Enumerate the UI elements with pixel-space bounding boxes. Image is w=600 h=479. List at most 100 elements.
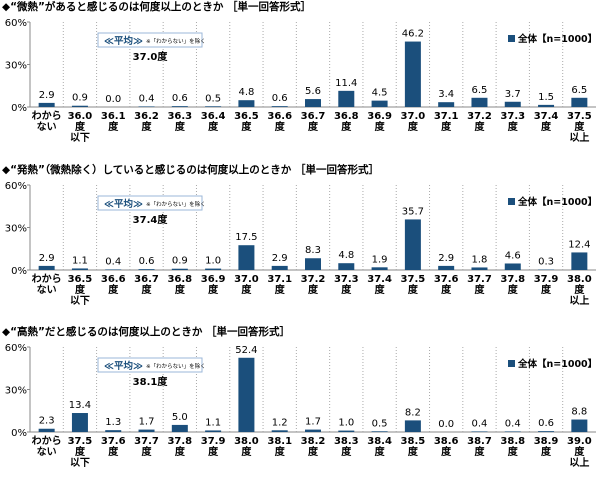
bar	[271, 265, 288, 270]
chart-title: ◆“高熱”だと感じるのは何度以上のときか ［単一回答形式］	[2, 325, 290, 338]
x-tick-label: 36.8 度	[334, 111, 359, 133]
chart-title: ◆“微熱”があると感じるのは何度以上のときか ［単一回答形式］	[2, 0, 311, 13]
value-label: 0.5	[372, 418, 388, 429]
value-label: 1.7	[305, 417, 321, 428]
bar	[71, 413, 88, 432]
value-label: 0.6	[272, 93, 288, 104]
bar	[271, 106, 288, 107]
x-tick-label: 39.0 度以上	[567, 436, 592, 469]
value-label: 1.1	[205, 417, 221, 428]
x-tick-label: 36.4 度	[201, 111, 226, 133]
x-tick-label: 37.6 度	[101, 436, 126, 458]
x-tick-label: わからない	[32, 273, 62, 296]
bar	[238, 245, 255, 270]
legend-label: 全体【n=1000】	[517, 358, 597, 370]
value-label: 0.4	[472, 418, 488, 429]
legend-swatch	[508, 360, 515, 367]
x-tick-label: 36.6 度	[267, 111, 292, 133]
annotation-note: ※「わからない」を除く	[146, 37, 206, 45]
annotation-heading: ≪平均≫	[104, 360, 143, 372]
legend-swatch	[508, 198, 515, 205]
y-tick-label: 0%	[11, 266, 27, 277]
y-tick-label: 0%	[11, 428, 27, 439]
value-label: 1.8	[472, 254, 488, 265]
x-tick-label: 37.9 度	[201, 436, 226, 458]
value-label: 4.8	[238, 87, 254, 98]
value-label: 35.7	[402, 206, 424, 217]
value-label: 3.7	[505, 89, 521, 100]
x-tick-label: 36.5 度以下	[68, 274, 93, 307]
x-tick-label: 36.3 度	[167, 111, 192, 133]
bar	[138, 106, 155, 107]
value-label: 4.8	[338, 250, 354, 261]
value-label: 8.3	[305, 245, 321, 256]
value-label: 4.6	[505, 250, 521, 261]
bar	[105, 269, 122, 270]
value-label: 0.4	[505, 418, 521, 429]
bar	[305, 99, 321, 107]
bar	[371, 100, 388, 107]
annotation-text: 37.4度	[133, 213, 169, 226]
value-label: 2.9	[39, 253, 55, 264]
value-label: 0.5	[205, 93, 221, 104]
value-label: 1.3	[105, 417, 121, 428]
x-tick-label: 37.4 度	[534, 111, 559, 133]
x-tick-label: 36.1 度	[101, 111, 126, 133]
bar	[38, 428, 55, 432]
value-label: 1.1	[72, 255, 88, 266]
x-tick-label: 36.9 度	[367, 111, 392, 133]
bar	[171, 424, 188, 432]
legend-label: 全体【n=1000】	[517, 196, 597, 208]
x-tick-label: 37.8 度	[167, 436, 192, 458]
x-tick-label: 37.5 度	[401, 274, 426, 296]
bar	[471, 267, 488, 270]
value-label: 1.7	[139, 417, 155, 428]
annotation-text: 38.1度	[133, 375, 169, 388]
value-label: 46.2	[402, 29, 424, 40]
x-tick-label: 38.2 度	[301, 436, 326, 458]
bar	[471, 97, 488, 107]
x-tick-label: 36.8 度	[167, 274, 192, 296]
y-tick-label: 60%	[5, 343, 27, 354]
x-tick-label: 38.0 度以上	[567, 274, 592, 307]
bar	[38, 265, 55, 270]
value-label: 1.0	[338, 418, 354, 429]
y-tick-label: 60%	[5, 181, 27, 192]
value-label: 52.4	[235, 345, 257, 356]
x-tick-label: わからない	[32, 110, 62, 133]
value-label: 0.4	[139, 93, 155, 104]
x-tick-label: 36.7 度	[301, 111, 326, 133]
bar	[571, 97, 588, 107]
bar	[238, 357, 255, 432]
x-tick-label: 36.5 度	[234, 111, 259, 133]
bar	[438, 265, 455, 270]
value-label: 17.5	[235, 232, 257, 243]
annotation-box	[97, 357, 203, 373]
value-label: 1.2	[272, 417, 288, 428]
x-tick-label: 37.5 度以上	[567, 111, 592, 144]
legend-swatch	[508, 35, 515, 42]
bar	[305, 429, 321, 432]
x-tick-label: 36.9 度	[201, 274, 226, 296]
value-label: 0.6	[139, 256, 155, 267]
y-tick-label: 30%	[5, 224, 27, 235]
bar	[338, 430, 355, 432]
x-tick-label: 38.7 度	[467, 436, 492, 458]
bar	[71, 105, 88, 107]
annotation-note: ※「わからない」を除く	[146, 362, 206, 370]
chart-title: ◆“発熱”（微熱除く）していると感じるのは何度以上のときか ［単一回答形式］	[2, 163, 379, 176]
x-tick-label: 37.1 度	[434, 111, 459, 133]
bar	[404, 41, 421, 107]
value-label: 2.9	[438, 253, 454, 264]
x-tick-label: 38.5 度	[401, 436, 426, 458]
bar	[171, 106, 188, 107]
bar	[471, 431, 488, 432]
value-label: 6.5	[571, 85, 587, 96]
value-label: 1.5	[538, 92, 554, 103]
value-label: 0.4	[105, 256, 121, 267]
x-tick-label: 37.3 度	[334, 274, 359, 296]
x-tick-label: 36.2 度	[134, 111, 159, 133]
x-tick-label: 37.2 度	[467, 111, 492, 133]
bar	[138, 429, 155, 432]
